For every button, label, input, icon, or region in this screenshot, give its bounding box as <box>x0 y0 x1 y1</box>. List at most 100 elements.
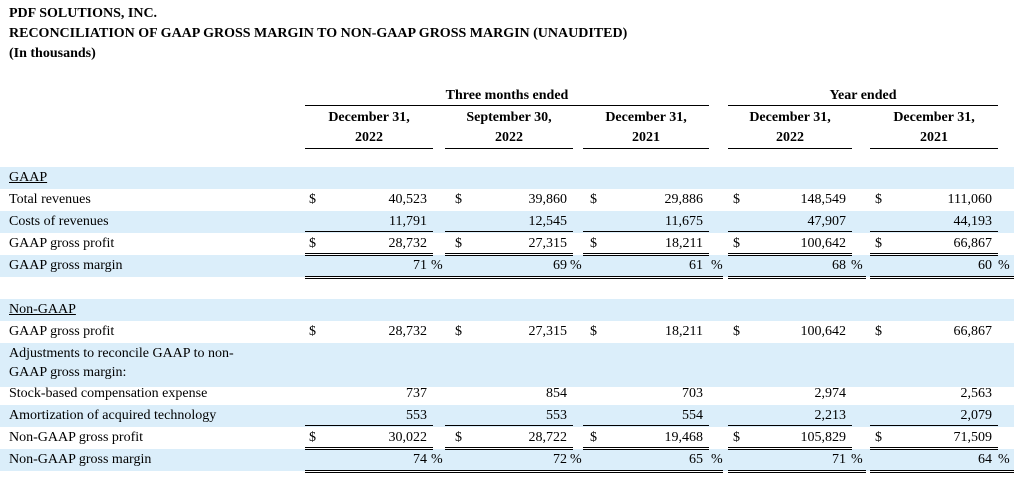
total-rule <box>305 447 433 450</box>
cell-gaap-gross-profit-4: 100,642 <box>800 236 847 251</box>
col-header-2-line2: 2022 <box>495 130 523 145</box>
section-gaap: GAAP <box>9 170 48 185</box>
cell-amortization-2: 553 <box>546 408 567 423</box>
col-header-4-line1: December 31, <box>749 110 831 125</box>
cell-gaap-gross-margin-5: 60 <box>978 258 992 273</box>
cell-costs-of-revenues-3: 11,675 <box>665 214 703 229</box>
cell-non-gaap-gross-margin-3: 65 <box>689 452 703 467</box>
cell-total-revenues-3: 29,886 <box>664 192 704 207</box>
cell-total-revenues-2: 39,860 <box>528 192 568 207</box>
cell-gaap-gross-profit-5: 66,867 <box>953 236 993 251</box>
dollar-sign: $ <box>590 236 597 251</box>
cell-total-revenues-4: 148,549 <box>800 192 847 207</box>
margin-rule <box>305 276 445 279</box>
cell-non-gaap-gross-profit-3: 19,468 <box>664 430 704 445</box>
margin-rule <box>445 276 585 279</box>
cell-non-gaap-gross-profit-1: 30,022 <box>388 430 428 445</box>
percent-sign: % <box>431 258 443 273</box>
cell-gaap-gross-margin-4: 68 <box>832 258 846 273</box>
cell-costs-of-revenues-1: 11,791 <box>389 214 427 229</box>
cell-non-gaap-gross-margin-5: 64 <box>978 452 992 467</box>
subtotal-rule <box>728 231 852 232</box>
cell-non-gaap-gross-margin-1: 74 <box>413 452 427 467</box>
report-title: RECONCILIATION OF GAAP GROSS MARGIN TO N… <box>9 26 628 41</box>
dollar-sign: $ <box>733 324 740 339</box>
cell-gaap-gross-margin-3: 61 <box>689 258 703 273</box>
cell-gaap-gross-profit-1: 28,732 <box>388 236 428 251</box>
label-stock-comp: Stock-based compensation expense <box>9 386 208 401</box>
cell-non-gaap-gross-profit-4: 105,829 <box>800 430 847 445</box>
col-header-3-line1: December 31, <box>605 110 687 125</box>
margin-rule <box>728 276 866 279</box>
row-band <box>0 365 1014 387</box>
cell-ng-gaap-gross-profit-3: 18,211 <box>665 324 703 339</box>
margin-rule <box>305 470 445 473</box>
cell-costs-of-revenues-4: 47,907 <box>807 214 847 229</box>
company-name: PDF SOLUTIONS, INC. <box>9 6 158 21</box>
group-year-header: Year ended <box>829 88 897 103</box>
dollar-sign: $ <box>733 236 740 251</box>
dollar-sign: $ <box>309 192 316 207</box>
cell-amortization-3: 554 <box>682 408 703 423</box>
percent-sign: % <box>570 452 582 467</box>
cell-ng-gaap-gross-profit-2: 27,315 <box>528 324 568 339</box>
dollar-sign: $ <box>309 236 316 251</box>
subtotal-rule <box>445 425 573 426</box>
dollar-sign: $ <box>733 430 740 445</box>
col-header-5-rule <box>870 148 998 149</box>
subtotal-rule <box>305 425 433 426</box>
dollar-sign: $ <box>875 192 882 207</box>
dollar-sign: $ <box>455 324 462 339</box>
subtotal-rule <box>583 425 709 426</box>
percent-sign: % <box>570 258 582 273</box>
total-rule <box>728 447 852 450</box>
cell-stock-comp-3: 703 <box>682 386 703 401</box>
margin-rule <box>583 470 723 473</box>
percent-sign: % <box>998 452 1010 467</box>
percent-sign: % <box>431 452 443 467</box>
total-rule <box>870 447 998 450</box>
subtotal-rule <box>445 231 573 232</box>
group-three-months-rule <box>305 105 709 106</box>
label-amortization: Amortization of acquired technology <box>9 408 217 423</box>
cell-ng-gaap-gross-profit-5: 66,867 <box>953 324 993 339</box>
subtotal-rule <box>583 231 709 232</box>
total-rule <box>583 253 709 256</box>
percent-sign: % <box>851 452 863 467</box>
cell-non-gaap-gross-profit-5: 71,509 <box>953 430 993 445</box>
col-header-4-line2: 2022 <box>776 130 804 145</box>
row-band <box>0 405 1014 427</box>
label-non-gaap-gross-margin: Non-GAAP gross margin <box>9 452 152 467</box>
cell-total-revenues-1: 40,523 <box>388 192 428 207</box>
row-band <box>0 167 1014 189</box>
cell-amortization-1: 553 <box>406 408 427 423</box>
dollar-sign: $ <box>590 324 597 339</box>
label-adjustments-line2: GAAP gross margin: <box>9 365 127 380</box>
cell-stock-comp-2: 854 <box>546 386 567 401</box>
dollar-sign: $ <box>590 430 597 445</box>
row-band <box>0 299 1014 321</box>
margin-rule <box>583 276 723 279</box>
subtotal-rule <box>305 231 433 232</box>
label-adjustments-line1: Adjustments to reconcile GAAP to non- <box>9 346 234 361</box>
percent-sign: % <box>711 452 723 467</box>
cell-non-gaap-gross-margin-2: 72 <box>553 452 567 467</box>
subtotal-rule <box>870 231 998 232</box>
label-ng-gaap-gross-profit: GAAP gross profit <box>9 324 115 339</box>
dollar-sign: $ <box>455 236 462 251</box>
col-header-1-line2: 2022 <box>355 130 383 145</box>
subtotal-rule <box>728 425 852 426</box>
cell-total-revenues-5: 111,060 <box>947 192 992 207</box>
cell-gaap-gross-profit-3: 18,211 <box>665 236 703 251</box>
cell-stock-comp-5: 2,563 <box>960 386 993 401</box>
col-header-4-rule <box>728 148 852 149</box>
dollar-sign: $ <box>309 324 316 339</box>
cell-amortization-4: 2,213 <box>814 408 847 423</box>
cell-gaap-gross-margin-1: 71 <box>413 258 427 273</box>
total-rule <box>583 447 709 450</box>
percent-sign: % <box>711 258 723 273</box>
dollar-sign: $ <box>733 192 740 207</box>
units-note: (In thousands) <box>9 46 96 61</box>
row-band <box>0 449 1014 471</box>
margin-rule <box>870 470 1014 473</box>
